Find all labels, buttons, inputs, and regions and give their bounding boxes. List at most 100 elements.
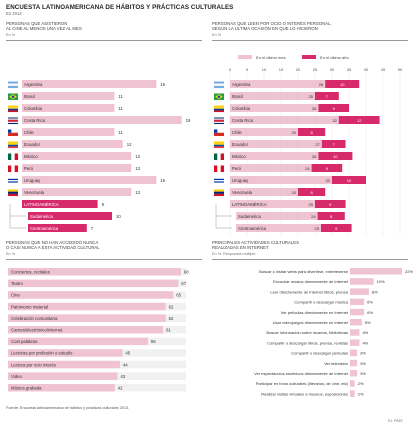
value-year-argentina: 10 xyxy=(340,82,345,87)
ecuador-flag-icon xyxy=(214,146,224,149)
bar-month-centroamerica xyxy=(236,224,321,232)
bar-year-colombia xyxy=(318,104,349,112)
value-internet-compartir-o-descargar-musica: 6% xyxy=(367,300,373,305)
label-read-argentina: Argentina xyxy=(232,82,251,87)
value-cine-brasil: 11 xyxy=(118,94,123,99)
costa-rica-flag-icon xyxy=(8,120,18,122)
bar-year-latinoamerica xyxy=(315,200,346,208)
value-noaccess-lectura-por-ocio-interes: 44 xyxy=(123,362,128,367)
uruguay-flag-icon xyxy=(8,177,18,179)
panel4-title-line1: PRINCIPALES ACTIVIDADES CULTURALES xyxy=(212,240,299,245)
label-read-colombia: Colombia xyxy=(232,106,251,111)
label-cine-ecuador: Ecuador xyxy=(24,142,41,147)
label-cine-peru: Perú xyxy=(24,166,34,171)
panel1-title: PERSONAS QUE ASISTIERON AL CINE AL MENOS… xyxy=(6,21,82,31)
peru-flag-icon xyxy=(217,165,221,172)
bar-cine-chile xyxy=(22,128,115,136)
ecuador-flag-icon xyxy=(8,141,18,144)
tick-label-0: 0 xyxy=(229,67,232,72)
colombia-flag-icon xyxy=(214,105,224,108)
venezuela-flag-icon xyxy=(8,189,18,192)
bar-internet-participar-en-foros-culturales-literarios-de-cine-etc xyxy=(350,380,355,387)
value-cine-costa-rica: 19 xyxy=(186,118,191,123)
bar-month-peru xyxy=(230,164,312,172)
bar-month-ecuador xyxy=(230,140,322,148)
uruguay-flag-icon xyxy=(8,181,18,183)
label-cine-uruguay: Uruguay xyxy=(24,178,41,183)
bar-internet-ver-espectaculos-escenicos-directamente-de-internet xyxy=(350,370,358,377)
bar-cine-mexico xyxy=(22,152,132,160)
costa-rica-flag-icon xyxy=(214,118,224,120)
value-noaccess-cost-palabras: 55 xyxy=(151,339,156,344)
panel1-unit: En % xyxy=(6,33,16,37)
chile-flag-icon xyxy=(214,132,224,136)
brasil-flag-icon xyxy=(217,95,221,99)
label-read-centroamerica: Centroamérica xyxy=(238,226,267,231)
bar-month-colombia xyxy=(230,104,319,112)
peru-flag-icon xyxy=(11,165,15,172)
value-internet-buscar-informacion-sobre-museos-bibliotecas: 4% xyxy=(362,330,368,335)
value-cine-ecuador: 12 xyxy=(127,142,132,147)
tick-label-10: 10 xyxy=(262,67,267,72)
costa-rica-flag-icon xyxy=(8,119,18,121)
costa-rica-flag-icon xyxy=(214,121,224,123)
value-month-ecuador: 27 xyxy=(315,142,320,147)
bar-noaccess-video xyxy=(8,372,118,380)
label-internet-participar-en-foros-culturales-literarios-de-cine-etc: Participar en foros culturales (literari… xyxy=(256,381,349,386)
tick-label-20: 20 xyxy=(296,67,301,72)
bar-noaccess-teatro xyxy=(8,279,179,288)
mexico-flag-icon xyxy=(214,153,218,160)
bar-month-uruguay xyxy=(230,176,332,184)
panel3-unit: En % xyxy=(6,252,16,256)
bar-month-costa-rica xyxy=(230,116,339,124)
bar-year-venezuela xyxy=(298,188,326,196)
label-noaccess-teatro: Teatro xyxy=(11,281,24,286)
label-read-uruguay: Uruguay xyxy=(232,178,249,183)
bar-year-uruguay xyxy=(332,176,366,184)
argentina-flag-icon xyxy=(8,85,18,89)
chile-flag-icon xyxy=(214,129,218,133)
bar-year-argentina xyxy=(325,80,360,88)
bar-cine-colombia xyxy=(22,104,115,112)
value-year-mexico: 10 xyxy=(333,154,338,159)
bar-month-sudamerica xyxy=(236,212,318,220)
value-cine-argentina: 16 xyxy=(160,82,165,87)
bar-year-ecuador xyxy=(321,140,346,148)
costa-rica-flag-icon xyxy=(214,120,224,122)
mexico-flag-icon xyxy=(14,153,19,160)
label-read-brasil: Brasil xyxy=(232,94,243,99)
value-year-ecuador: 7 xyxy=(333,142,336,147)
value-noaccess-cine: 65 xyxy=(176,293,181,298)
label-noaccess-video: Video xyxy=(11,374,23,379)
bar-noaccess-patrimonio-material xyxy=(8,302,166,311)
argentina-flag-icon xyxy=(214,81,224,84)
value-internet-usar-videojuegos-directamente-en-internet: 5% xyxy=(365,320,371,325)
label-read-peru: Perú xyxy=(232,166,242,171)
label-internet-ver-television: Ver televisión xyxy=(324,361,348,366)
panel2-title-line1: PERSONAS QUE LEEN POR OCIO O INTERÉS PER… xyxy=(212,21,332,26)
panel3-title-line1: PERSONAS QUE NO HAN ACCEDIDO NUNCA xyxy=(6,240,99,245)
label-internet-buscar-o-visitar-webs-para-divertirse-entretenerse: Buscar o visitar webs para divertirse, e… xyxy=(259,269,349,274)
legend-label-year: En el último año xyxy=(320,55,349,60)
venezuela-flag-icon xyxy=(8,191,18,194)
bar-internet-usar-videojuegos-directamente-en-internet xyxy=(350,319,362,326)
costa-rica-flag-icon xyxy=(214,117,224,119)
label-noaccess-cine: Cine xyxy=(11,293,20,298)
mexico-flag-icon xyxy=(8,153,12,160)
value-cine-mexico: 13 xyxy=(135,154,140,159)
legend-swatch-month xyxy=(238,55,252,59)
label-read-latinoamerica: LATINOAMÉRICA xyxy=(232,202,267,207)
value-noaccess-video: 43 xyxy=(120,374,125,379)
costa-rica-flag-icon xyxy=(8,122,18,125)
bar-noaccess-cine xyxy=(8,291,174,299)
value-noaccess-conciertos-recitales: 68 xyxy=(184,270,189,275)
label-noaccess-carnes-electronico-internet: Carnes/electrónico/internet xyxy=(11,328,63,333)
bar-cine-sudamerica xyxy=(28,212,112,220)
argentina-flag-icon xyxy=(214,85,224,89)
bar-internet-ver-television xyxy=(350,359,358,367)
bar-internet-escuchar-musica-directamente-de-internet xyxy=(350,278,374,285)
value-year-brasil: 7 xyxy=(326,94,329,99)
mexico-flag-icon xyxy=(11,153,15,160)
bar-internet-leer-directamente-de-internet-libros-prensa xyxy=(350,288,369,295)
